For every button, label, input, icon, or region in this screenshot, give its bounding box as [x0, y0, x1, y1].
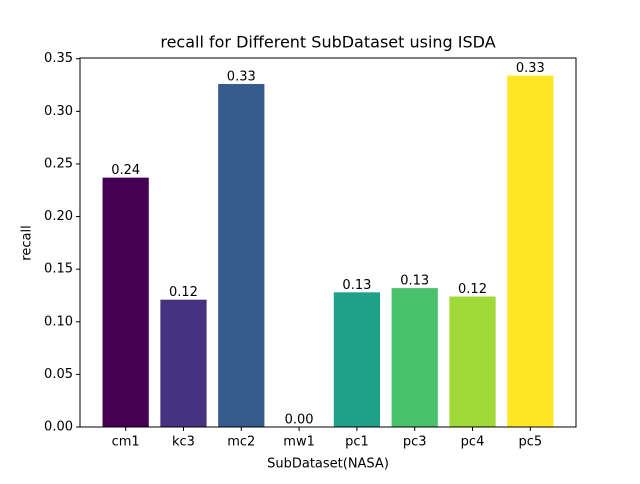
value-label: 0.33 [516, 61, 545, 76]
x-tick-label: pc3 [403, 435, 427, 450]
value-label: 0.12 [458, 282, 487, 297]
x-tick-label: pc4 [461, 435, 485, 450]
y-tick-label: 0.00 [44, 420, 73, 435]
x-tick-label: mw1 [283, 435, 315, 450]
bar [449, 296, 496, 427]
x-tick-label: pc1 [345, 435, 369, 450]
y-tick-label: 0.15 [44, 262, 73, 277]
bar [507, 75, 554, 428]
value-label: 0.33 [227, 69, 256, 84]
value-label: 0.13 [400, 274, 429, 289]
plot-frame [79, 57, 577, 428]
x-tick-label: pc5 [518, 435, 542, 450]
value-label: 0.00 [285, 413, 314, 428]
x-axis-label: SubDataset(NASA) [267, 457, 389, 472]
bar [102, 177, 149, 427]
y-tick-label: 0.35 [44, 51, 73, 66]
y-tick-label: 0.30 [44, 104, 73, 119]
y-tick-label: 0.10 [44, 314, 73, 329]
chart-title: recall for Different SubDataset using IS… [160, 33, 495, 52]
y-axis-label: recall [20, 225, 35, 260]
x-tick-label: cm1 [112, 435, 140, 450]
bar [160, 299, 207, 427]
y-tick-label: 0.20 [44, 209, 73, 224]
bar [218, 83, 265, 427]
value-label: 0.24 [111, 163, 140, 178]
y-tick-label: 0.05 [44, 367, 73, 382]
x-tick-label: mc2 [227, 435, 255, 450]
value-label: 0.13 [342, 278, 371, 293]
x-tick-label: kc3 [172, 435, 195, 450]
y-tick-label: 0.25 [44, 156, 73, 171]
bar [391, 288, 438, 427]
value-label: 0.12 [169, 285, 198, 300]
bar [333, 292, 381, 427]
